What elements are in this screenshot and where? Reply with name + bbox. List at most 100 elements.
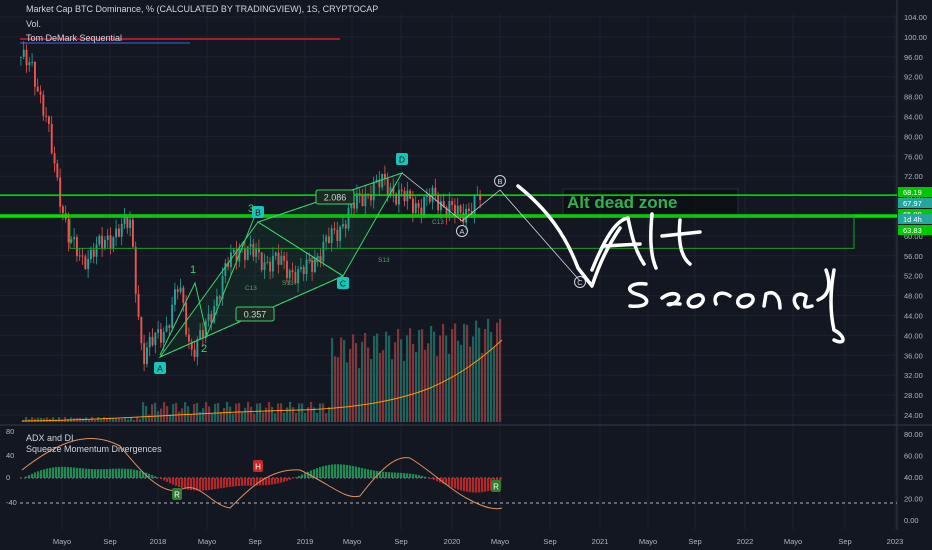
momentum-bar [175, 478, 178, 486]
price-badge [898, 187, 932, 197]
candle-body [403, 191, 406, 202]
demark-label: Tom DeMark Sequential [26, 33, 123, 43]
volume-bar [334, 356, 337, 422]
volume-bar [430, 326, 433, 422]
candle-body [118, 228, 120, 237]
momentum-bar [457, 478, 460, 490]
volume-bar [385, 331, 388, 422]
momentum-bar [262, 478, 265, 486]
momentum-bar [154, 476, 157, 478]
momentum-bar [391, 472, 394, 478]
candle-body [389, 187, 392, 195]
momentum-bar [247, 478, 250, 486]
volume-bar [127, 419, 130, 422]
volume-bar [376, 333, 379, 422]
momentum-bar [454, 478, 457, 489]
volume-bar [142, 402, 145, 422]
momentum-bar [28, 475, 31, 478]
volume-bar [205, 402, 208, 422]
y-tick-label: 44.00 [904, 312, 923, 321]
candle-body [244, 248, 246, 260]
candle-body [140, 316, 143, 344]
candle-body [20, 56, 22, 58]
fib-ratio-lower-bg [235, 306, 275, 322]
candle-body [386, 178, 389, 195]
momentum-bar [292, 478, 295, 479]
momentum-bar [187, 478, 190, 490]
momentum-bar [307, 471, 310, 478]
momentum-bar [430, 478, 433, 479]
price-badge [898, 214, 932, 224]
momentum-bar [274, 478, 277, 485]
momentum-bar [85, 468, 88, 478]
y-tick-label: 80.00 [904, 132, 923, 141]
point-d-label-bg [396, 153, 408, 165]
x-tick-label: Mayo [639, 537, 657, 546]
fib-ratio-upper-bg [315, 189, 355, 205]
momentum-bar [211, 478, 214, 490]
volume-bar [25, 417, 28, 422]
volume-bar [448, 353, 451, 422]
momentum-bar [190, 478, 193, 491]
volume-bar [472, 336, 475, 422]
momentum-bar [271, 478, 274, 485]
wave-2-label: 2 [201, 343, 207, 355]
candle-body [28, 62, 31, 66]
volume-bar [457, 340, 460, 422]
candle-body [162, 331, 165, 343]
momentum-bar [400, 472, 403, 478]
volume-bar [340, 337, 343, 422]
momentum-bar [214, 478, 217, 490]
candle-body [109, 235, 112, 249]
momentum-bar [94, 469, 97, 478]
candle-body [112, 237, 115, 249]
volume-bar [499, 318, 502, 422]
volume-bar [421, 329, 424, 422]
y-tick-label: 56.00 [904, 252, 923, 261]
candle-body [456, 205, 459, 216]
x-tick-label: Mayo [491, 537, 509, 546]
volume-bar [130, 417, 133, 422]
volume-bar [157, 411, 160, 422]
volume-bar [190, 414, 193, 422]
volume-bar [487, 318, 490, 422]
candle-body [294, 272, 297, 284]
momentum-bar [49, 467, 52, 478]
y-tick-label: 96.00 [904, 53, 923, 62]
momentum-bar [364, 468, 367, 478]
momentum-bar [70, 467, 73, 478]
momentum-bar [223, 478, 226, 488]
volume-bar [259, 403, 262, 422]
candle-body [420, 207, 423, 216]
point-a-label: A [157, 364, 163, 374]
candle-body [426, 195, 428, 198]
momentum-bar [232, 478, 235, 487]
candle-body [372, 181, 375, 201]
momentum-bar [229, 478, 232, 487]
volume-bar [451, 329, 454, 422]
candle-body [123, 216, 126, 224]
volume-bar [460, 344, 463, 422]
wave-1-label: 1 [190, 264, 196, 276]
momentum-bar [325, 465, 328, 478]
demark-count-label: S13 [282, 280, 294, 287]
candle-body [339, 226, 342, 242]
candle-body [176, 289, 179, 292]
candle-body [36, 86, 39, 92]
momentum-bar [193, 478, 196, 491]
candle-body [286, 260, 288, 279]
momentum-bar [466, 478, 469, 492]
candle-body [56, 163, 59, 178]
momentum-bar [277, 478, 280, 484]
candle-body [347, 208, 350, 229]
candle-body [308, 259, 311, 261]
momentum-bar [130, 469, 133, 478]
candle-body [45, 115, 48, 117]
volume-bar [268, 402, 271, 422]
candle-body [260, 252, 263, 271]
momentum-bar [445, 478, 448, 486]
x-tick-label: Mayo [53, 537, 71, 546]
candle-body [342, 224, 344, 227]
candle-body [207, 313, 210, 321]
